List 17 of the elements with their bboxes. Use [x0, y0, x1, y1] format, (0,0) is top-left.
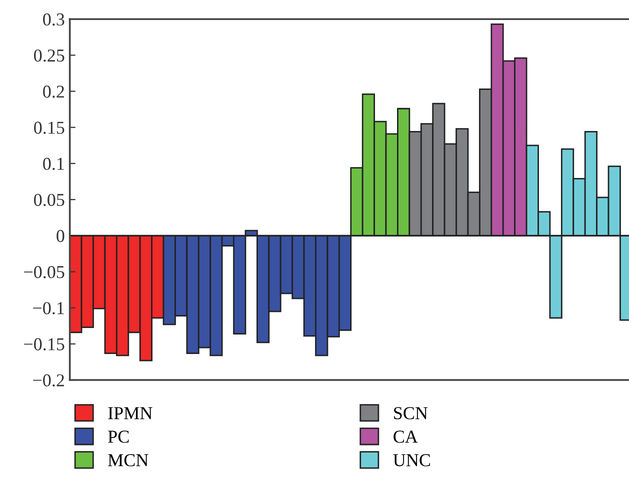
y-tick-label: 0.25 [34, 49, 64, 62]
y-tick-label: 0.1 [43, 158, 64, 170]
y-tick-label: −0.1 [33, 302, 64, 314]
y-tick-label: 0 [56, 230, 64, 242]
y-tick-label: −0.05 [24, 266, 64, 278]
y-tick-label: −0.2 [33, 374, 64, 387]
y-tick-label: −0.15 [24, 338, 64, 350]
legend-label: SCN [394, 407, 428, 420]
y-tick-label: 0.2 [43, 86, 64, 98]
legend-label: UNC [393, 454, 430, 466]
legend-label: MCN [108, 454, 148, 466]
legend-label: PC [108, 430, 129, 443]
legend-label: CA [394, 430, 418, 443]
y-tick-label: 0.15 [34, 122, 64, 134]
y-tick-label: 0.3 [43, 13, 64, 26]
legend-label: IPMN [108, 407, 152, 420]
y-tick-label: 0.05 [34, 194, 64, 206]
